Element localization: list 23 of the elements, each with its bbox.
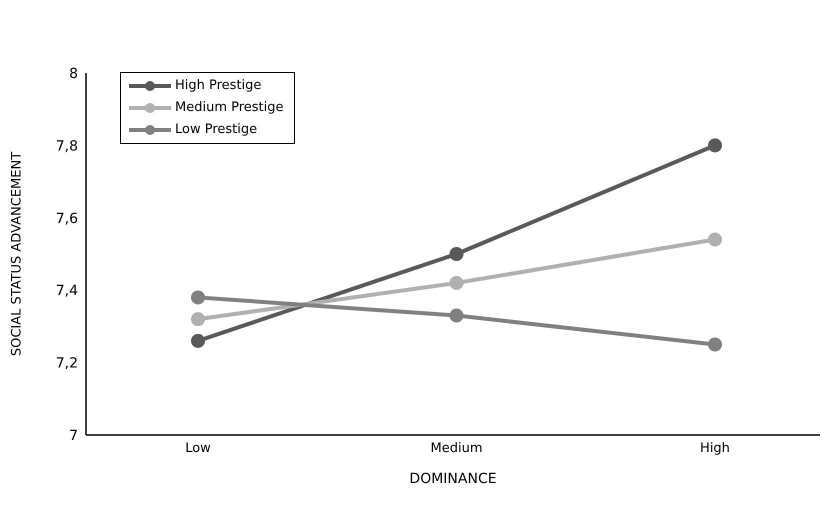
- point: [708, 232, 722, 247]
- point: [708, 138, 722, 152]
- x-tick-label: Medium: [430, 441, 482, 456]
- x-tick-label: High: [700, 441, 730, 456]
- y-tick-label: 7,8: [56, 138, 78, 154]
- legend-label: Low Prestige: [175, 121, 258, 139]
- y-tick-label: 7: [69, 428, 78, 444]
- y-tick-label: 8: [69, 66, 78, 82]
- point: [191, 290, 205, 304]
- y-tick-label: 7,4: [56, 283, 78, 300]
- legend-label: High Prestige: [175, 77, 262, 95]
- point: [191, 312, 205, 326]
- legend-label: Medium Prestige: [175, 99, 284, 117]
- point: [450, 308, 464, 323]
- y-axis-title: SOCIAL STATUS ADVANCEMENT: [10, 152, 25, 356]
- point: [450, 276, 464, 290]
- point: [450, 247, 464, 261]
- x-tick-label: Low: [185, 441, 212, 456]
- point: [708, 338, 722, 352]
- point: [191, 334, 205, 348]
- y-tick-label: 7,2: [56, 356, 78, 372]
- y-tick-label: 7,6: [56, 210, 78, 227]
- x-axis-title: DOMINANCE: [409, 471, 497, 487]
